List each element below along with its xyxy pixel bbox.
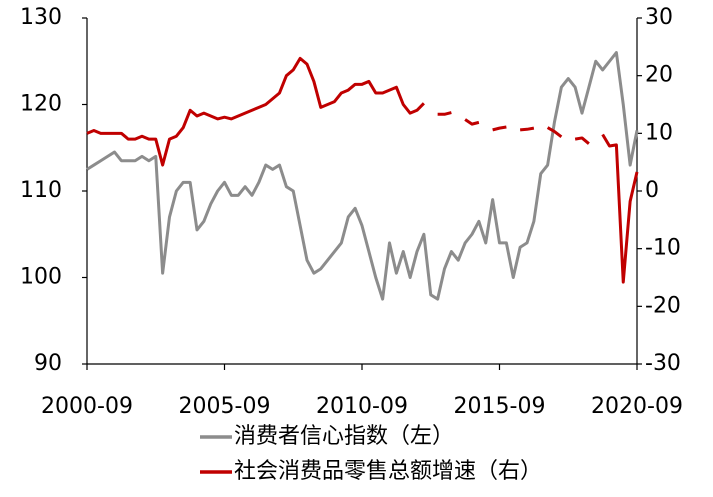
y2-tick-label: 10: [645, 120, 673, 145]
x-tick-label: 2015-09: [454, 394, 546, 419]
y-tick-label: 90: [34, 351, 62, 376]
x-tick-label: 2000-09: [41, 394, 133, 419]
y-tick-label: 130: [20, 5, 62, 30]
y2-tick-label: -30: [645, 351, 681, 376]
legend-label: 消费者信心指数（左）: [234, 424, 454, 449]
series-line: [86, 56, 639, 284]
y2-tick-label: -20: [645, 293, 681, 318]
y2-tick-label: 0: [645, 178, 659, 203]
y-tick-label: 120: [20, 92, 62, 117]
x-tick-label: 2005-09: [179, 394, 271, 419]
series-line: [86, 51, 639, 301]
y2-tick-label: 30: [645, 5, 673, 30]
y2-tick-label: -10: [645, 236, 681, 261]
x-tick-label: 2010-09: [316, 394, 408, 419]
y2-tick-label: 20: [645, 63, 673, 88]
legend-label: 社会消费品零售总额增速（右）: [234, 459, 542, 484]
y-tick-label: 110: [20, 178, 62, 203]
x-tick-label: 2020-09: [591, 394, 683, 419]
y-tick-label: 100: [20, 265, 62, 290]
